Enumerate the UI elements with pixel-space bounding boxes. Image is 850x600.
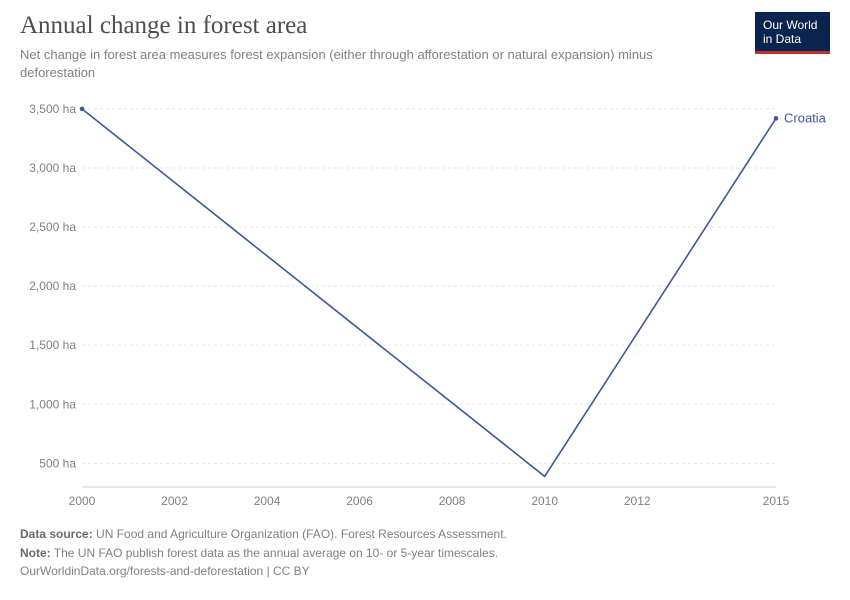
footer-note: Note: The UN FAO publish forest data as … [20,544,830,563]
x-tick-label: 2004 [254,494,281,508]
owid-logo: Our World in Data [755,12,830,54]
logo-line-2: in Data [763,32,801,46]
line-chart: 500 ha 1,000 ha 1,500 ha 2,000 ha 2,500 ha 3,… [20,95,830,515]
footer: Data source: UN Food and Agriculture Org… [20,525,830,581]
y-tick-label: 3,000 ha [29,161,76,175]
x-tick-label: 2015 [763,494,790,508]
y-tick-label: 500 ha [39,456,76,470]
datasource-text: UN Food and Agriculture Organization (FA… [93,527,507,541]
series-label: Croatia [784,110,827,125]
y-tick-label: 2,000 ha [29,279,76,293]
chart-title: Annual change in forest area [20,12,830,40]
footer-datasource: Data source: UN Food and Agriculture Org… [20,525,830,544]
y-tick-label: 1,500 ha [29,338,76,352]
series-line [82,109,776,477]
data-point [774,116,779,121]
y-tick-label: 3,500 ha [29,102,76,116]
logo-line-1: Our World [763,18,817,32]
data-point [80,107,85,112]
footer-link: OurWorldinData.org/forests-and-deforesta… [20,562,830,581]
x-tick-label: 2010 [531,494,558,508]
note-text: The UN FAO publish forest data as the an… [51,546,498,560]
x-tick-label: 2012 [624,494,651,508]
chart-subtitle: Net change in forest area measures fores… [20,46,720,81]
chart-area: 500 ha 1,000 ha 1,500 ha 2,000 ha 2,500 ha 3,… [20,95,830,515]
x-tick-label: 2008 [439,494,466,508]
note-label: Note: [20,546,51,560]
y-tick-label: 2,500 ha [29,220,76,234]
x-tick-label: 2000 [69,494,96,508]
x-tick-label: 2002 [161,494,188,508]
x-tick-label: 2006 [346,494,373,508]
datasource-label: Data source: [20,527,93,541]
header: Annual change in forest area Net change … [20,12,830,81]
y-tick-label: 1,000 ha [29,397,76,411]
